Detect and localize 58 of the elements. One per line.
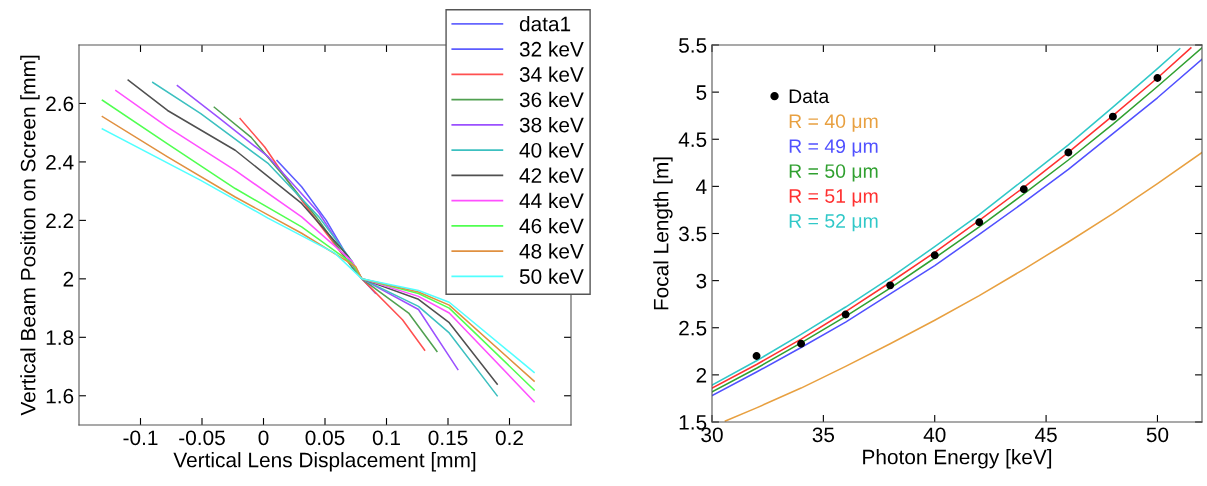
legend-label: Data — [789, 89, 830, 104]
point — [930, 251, 939, 260]
x-tick-label: -0.05 — [179, 430, 225, 446]
y-tick-label: 4.5 — [678, 132, 707, 147]
y-tick-label: 5.5 — [679, 38, 707, 53]
line-series — [213, 106, 438, 353]
legend-label: 40 keV — [519, 142, 584, 158]
point — [841, 310, 850, 319]
point — [1064, 148, 1073, 157]
x-tick-label: 0.1 — [372, 430, 400, 446]
y-tick-label: 1.8 — [46, 330, 74, 346]
x-tick-label: 0.05 — [305, 430, 345, 446]
y-tick-label: 4 — [696, 179, 707, 194]
y-tick-label: 1.6 — [46, 388, 74, 404]
point — [886, 281, 895, 290]
x-tick-label: 35 — [812, 427, 835, 443]
text: R = 49 μm — [789, 139, 878, 157]
y-axis-title: Vertical Beam Position on Screen [mm] — [20, 55, 40, 416]
x-tick-label: 45 — [1034, 427, 1057, 443]
point — [1108, 112, 1117, 121]
legend-label: 32 keV — [519, 41, 584, 57]
y-axis-title: Focal Length [m] — [653, 157, 673, 310]
y-tick-label: 2.6 — [46, 96, 74, 112]
legend-label: 42 keV — [519, 167, 584, 183]
y-tick-label: 2 — [63, 271, 74, 287]
legend-label: 36 keV — [519, 91, 584, 108]
legend-label: 34 keV — [519, 66, 584, 82]
legend-label: data1 — [519, 16, 571, 32]
legend-label: 38 keV — [519, 117, 584, 133]
point — [975, 218, 984, 227]
point — [1019, 185, 1028, 194]
y-tick-label: 2.2 — [46, 213, 74, 228]
point — [1153, 74, 1162, 82]
legend-label: 50 keV — [519, 268, 584, 284]
x-tick-label: 0 — [258, 430, 269, 446]
y-tick-label: 5 — [696, 85, 707, 100]
x-tick-label: -0.1 — [123, 430, 158, 446]
text: R = 40 μm — [789, 114, 878, 132]
point — [752, 352, 761, 360]
legend-label: 48 keV — [519, 243, 584, 259]
text: R = 52 μm — [789, 214, 878, 232]
y-tick-label: 2 — [696, 367, 707, 383]
y-tick-label: 3.5 — [678, 226, 707, 242]
legend-label: 44 keV — [519, 192, 584, 209]
point — [797, 339, 806, 348]
x-axis-title: Vertical Lens Displacement [mm] — [173, 452, 476, 472]
x-tick-label: 40 — [923, 427, 946, 443]
y-tick-label: 2.5 — [679, 320, 707, 336]
line-series — [176, 84, 459, 371]
x-tick-label: 0.15 — [428, 430, 468, 446]
text: R = 50 μm — [789, 164, 878, 182]
x-axis-title: Photon Energy [keV] — [863, 449, 1052, 469]
text: R = 51 μm — [789, 189, 878, 207]
y-tick-label: 3 — [696, 273, 707, 289]
legend-label: 46 keV — [519, 218, 584, 234]
x-tick-label: 50 — [1146, 427, 1169, 443]
y-tick-label: 2.4 — [46, 154, 74, 170]
x-tick-label: 0.2 — [495, 430, 523, 446]
